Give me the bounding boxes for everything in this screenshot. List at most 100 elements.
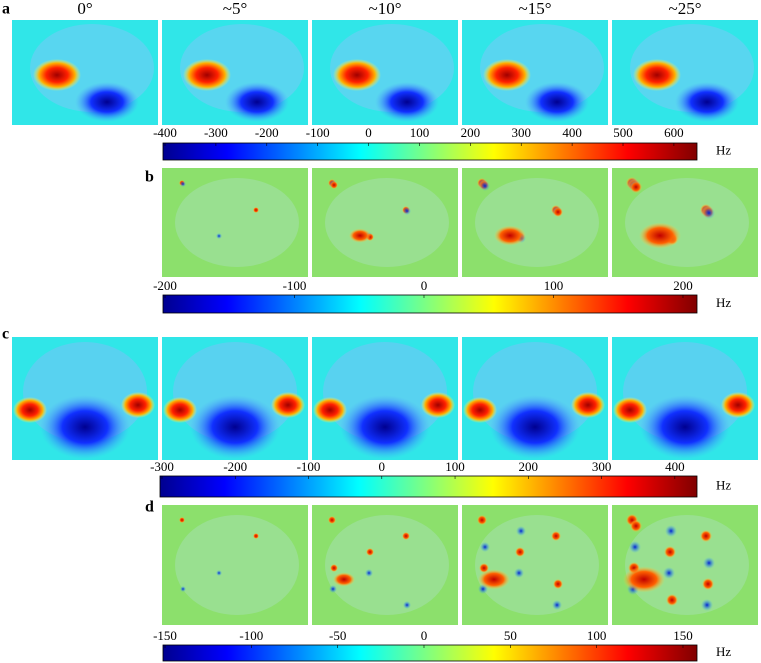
colorbar-tick-label: 150 xyxy=(673,628,693,643)
brain-map xyxy=(462,20,608,125)
colorbar-tick-label: -50 xyxy=(329,628,346,643)
brain-map xyxy=(312,168,458,277)
difference-hot xyxy=(623,566,665,593)
colorbar xyxy=(162,644,698,662)
field-shift-hot xyxy=(183,59,231,91)
colorbar-tick-label: 300 xyxy=(592,459,612,474)
difference-spot xyxy=(479,563,489,573)
difference-spot xyxy=(330,181,338,189)
difference-spot xyxy=(551,531,561,541)
colorbar-tick-label: 600 xyxy=(664,125,684,140)
brain-map xyxy=(462,168,608,277)
field-shift-hot xyxy=(333,59,381,91)
brain-outline xyxy=(175,515,299,615)
colorbar-tick-label: 200 xyxy=(673,278,693,293)
colorbar-tick-label: 200 xyxy=(461,125,481,140)
difference-spot xyxy=(179,517,185,523)
difference-spot xyxy=(553,207,563,217)
colorbar-tick-label: -100 xyxy=(306,125,330,140)
difference-spot xyxy=(629,541,641,553)
difference-spot xyxy=(253,207,259,213)
colorbar-tick-label: 50 xyxy=(504,628,517,643)
field-shift-hot xyxy=(313,397,347,423)
difference-spot xyxy=(216,570,222,576)
difference-spot xyxy=(330,564,338,572)
panel-label: d xyxy=(145,499,154,516)
column-title: ~25° xyxy=(669,0,702,18)
field-shift-cold xyxy=(675,82,739,122)
brain-map xyxy=(612,20,758,125)
difference-spot xyxy=(180,586,186,592)
difference-spot xyxy=(480,542,490,552)
column-title: ~15° xyxy=(519,0,552,18)
field-shift-hot xyxy=(13,397,47,423)
brain-outline xyxy=(475,178,599,267)
brain-map xyxy=(612,337,758,460)
field-shift-cold xyxy=(490,395,580,459)
difference-hot xyxy=(333,572,355,587)
difference-spot xyxy=(701,599,713,611)
field-shift-hot xyxy=(163,397,197,423)
panel-label: a xyxy=(2,1,10,18)
brain-map xyxy=(312,505,458,625)
difference-spot xyxy=(514,568,524,578)
colorbar-tick-label: 400 xyxy=(562,125,582,140)
difference-spot xyxy=(516,526,526,536)
panel-label: b xyxy=(145,169,154,186)
panel-label: c xyxy=(2,326,9,343)
field-shift-hot xyxy=(721,392,755,418)
brain-outline xyxy=(325,515,449,615)
column-title: 0° xyxy=(77,0,92,18)
difference-spot xyxy=(703,557,715,569)
brain-map xyxy=(462,337,608,460)
field-shift-cold xyxy=(75,82,139,122)
field-shift-cold xyxy=(225,82,289,122)
field-shift-cold xyxy=(640,395,730,459)
colorbar-tick-label: 100 xyxy=(410,125,430,140)
brain-map xyxy=(612,168,758,277)
difference-spot xyxy=(663,567,675,579)
difference-spot xyxy=(515,547,525,557)
field-shift-hot xyxy=(271,392,305,418)
colorbar-tick-label: -200 xyxy=(223,459,247,474)
difference-hot xyxy=(478,569,510,590)
colorbar-unit: Hz xyxy=(716,142,731,157)
colorbar-tick-label: 0 xyxy=(421,278,428,293)
field-shift-hot xyxy=(33,59,81,91)
field-shift-cold xyxy=(340,395,430,459)
difference-spot xyxy=(180,181,186,187)
field-shift-hot xyxy=(633,59,681,91)
colorbar-tick-label: -100 xyxy=(239,628,263,643)
difference-spot xyxy=(216,233,222,239)
brain-map xyxy=(162,505,308,625)
brain-map xyxy=(312,337,458,460)
brain-map xyxy=(162,20,308,125)
colorbar xyxy=(159,475,698,498)
colorbar xyxy=(162,294,698,314)
brain-outline xyxy=(175,178,299,267)
colorbar-unit: Hz xyxy=(716,644,731,659)
colorbar-unit: Hz xyxy=(716,295,731,310)
difference-spot xyxy=(552,600,562,610)
column-title: ~5° xyxy=(223,0,248,18)
colorbar-tick-label: -200 xyxy=(153,278,177,293)
field-shift-hot xyxy=(121,392,155,418)
colorbar-tick-label: 0 xyxy=(365,125,372,140)
colorbar-tick-label: -100 xyxy=(283,278,307,293)
difference-spot xyxy=(703,207,715,219)
colorbar-tick-label: -100 xyxy=(297,459,321,474)
field-shift-cold xyxy=(40,395,130,459)
difference-hot xyxy=(639,222,681,249)
field-shift-cold xyxy=(525,82,589,122)
field-shift-hot xyxy=(421,392,455,418)
colorbar-unit: Hz xyxy=(716,477,731,492)
field-shift-hot xyxy=(483,59,531,91)
colorbar-tick-label: 0 xyxy=(379,459,386,474)
colorbar-tick-label: 200 xyxy=(519,459,539,474)
difference-spot xyxy=(666,594,678,606)
brain-outline xyxy=(475,515,599,615)
brain-outline xyxy=(625,178,749,267)
difference-spot xyxy=(253,533,259,539)
difference-spot xyxy=(700,530,712,542)
brain-map xyxy=(612,505,758,625)
